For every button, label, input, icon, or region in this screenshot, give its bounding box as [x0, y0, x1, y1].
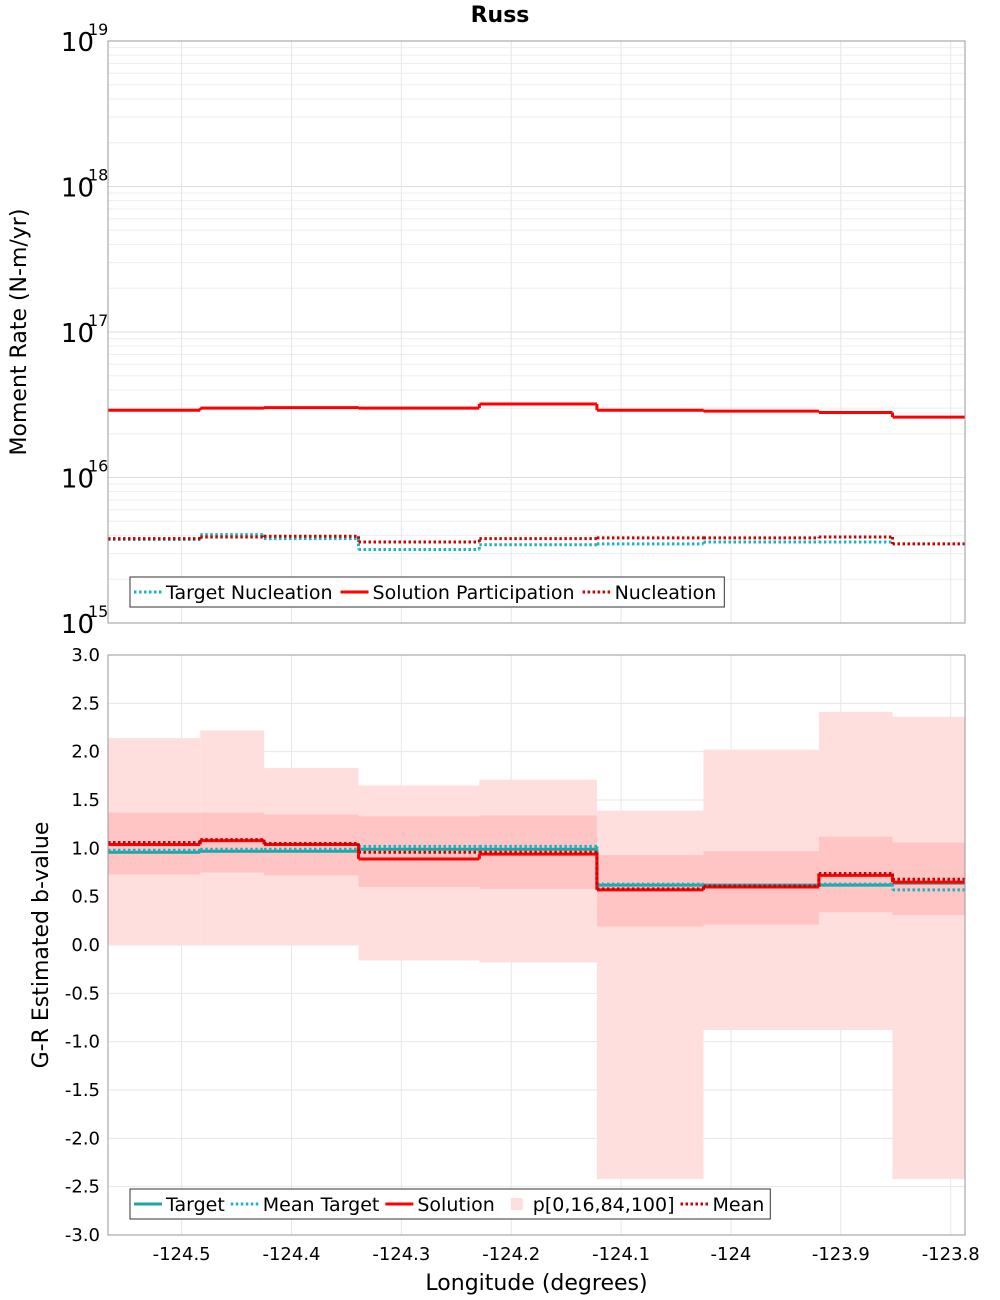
legend-label: Target Nucleation: [165, 582, 333, 604]
longitude-x-ticks: -124.5 -124.4 -124.3 -124.2 -124.1 -124 -123.9…: [153, 1244, 980, 1265]
y-tick-label: 0.0: [71, 935, 100, 956]
y-tick-exponent: 19: [88, 20, 108, 39]
y-tick-label: 2.5: [71, 693, 100, 714]
y-tick-label: 3.0: [71, 645, 100, 666]
x-tick-label: -123.8: [922, 1244, 980, 1265]
percentile-band-inner: [479, 815, 597, 889]
legend-label: Mean Target: [263, 1194, 380, 1216]
y-tick-mantissa: 10: [61, 610, 94, 640]
y-tick-mantissa: 10: [61, 465, 94, 495]
legend-label: p[0,16,84,100]: [533, 1194, 675, 1216]
legend-label: Mean: [713, 1194, 765, 1216]
x-tick-label: -124.3: [372, 1244, 430, 1265]
legend-label: Nucleation: [615, 582, 717, 604]
percentile-band-inner: [200, 812, 265, 873]
b-value-legend: Target Mean Target Solution p[0,16,84,100] M…: [129, 1188, 771, 1220]
moment-rate-series: [108, 402, 965, 552]
y-tick-label: -1.0: [65, 1032, 100, 1053]
b-value-series: [108, 838, 965, 892]
y-tick-exponent: 17: [88, 311, 108, 330]
percentile-band-outer: [892, 716, 965, 1179]
x-tick-label: -124.5: [153, 1244, 211, 1265]
y-tick-exponent: 15: [88, 602, 108, 621]
y-tick-label: 1.0: [71, 838, 100, 859]
b-value-y-ticks: 3.0 2.5 2.0 1.5 1.0 0.5 0.0 -0.5 -1.0 -1.5 -2.0 -2.…: [65, 645, 100, 1246]
x-tick-label: -124.1: [592, 1244, 650, 1265]
y-tick-mantissa: 10: [61, 174, 94, 204]
x-tick-label: -124: [711, 1244, 752, 1265]
legend-label: Solution: [417, 1194, 494, 1216]
y-tick-mantissa: 10: [61, 319, 94, 349]
y-tick-label: 2.0: [71, 742, 100, 763]
x-axis-label: Longitude (degrees): [425, 1271, 647, 1296]
y-tick-label: -0.5: [65, 983, 100, 1004]
legend-swatch: [510, 1198, 523, 1210]
moment-rate-y-axis-label: Moment Rate (N-m/yr): [7, 209, 32, 456]
legend-box: [129, 576, 725, 608]
legend-label: Target: [165, 1194, 225, 1216]
y-tick-exponent: 18: [88, 166, 108, 185]
moment-rate-legend: Target Nucleation Solution Participation N…: [129, 576, 725, 608]
b-value-panel: 3.0 2.5 2.0 1.5 1.0 0.5 0.0 -0.5 -1.0 -1.5 -2.0 -2.…: [29, 645, 980, 1296]
x-tick-label: -123.9: [812, 1244, 870, 1265]
y-tick-mantissa: 10: [61, 28, 94, 58]
x-tick-label: -124.4: [262, 1244, 320, 1265]
y-tick-label: 1.5: [71, 790, 100, 811]
y-tick-label: -3.0: [65, 1225, 100, 1246]
chart-title: Russ: [471, 3, 530, 28]
y-tick-exponent: 16: [88, 457, 108, 476]
moment-rate-plot-frame: [107, 40, 966, 624]
legend-label: Solution Participation: [373, 582, 575, 604]
y-tick-label: 0.5: [71, 887, 100, 908]
b-value-y-axis-label: G-R Estimated b-value: [29, 822, 54, 1069]
y-tick-label: -1.5: [65, 1080, 100, 1101]
x-tick-label: -124.2: [482, 1244, 540, 1265]
y-tick-label: -2.5: [65, 1177, 100, 1198]
b-value-plot-frame: [107, 654, 966, 1236]
y-tick-label: -2.0: [65, 1128, 100, 1149]
